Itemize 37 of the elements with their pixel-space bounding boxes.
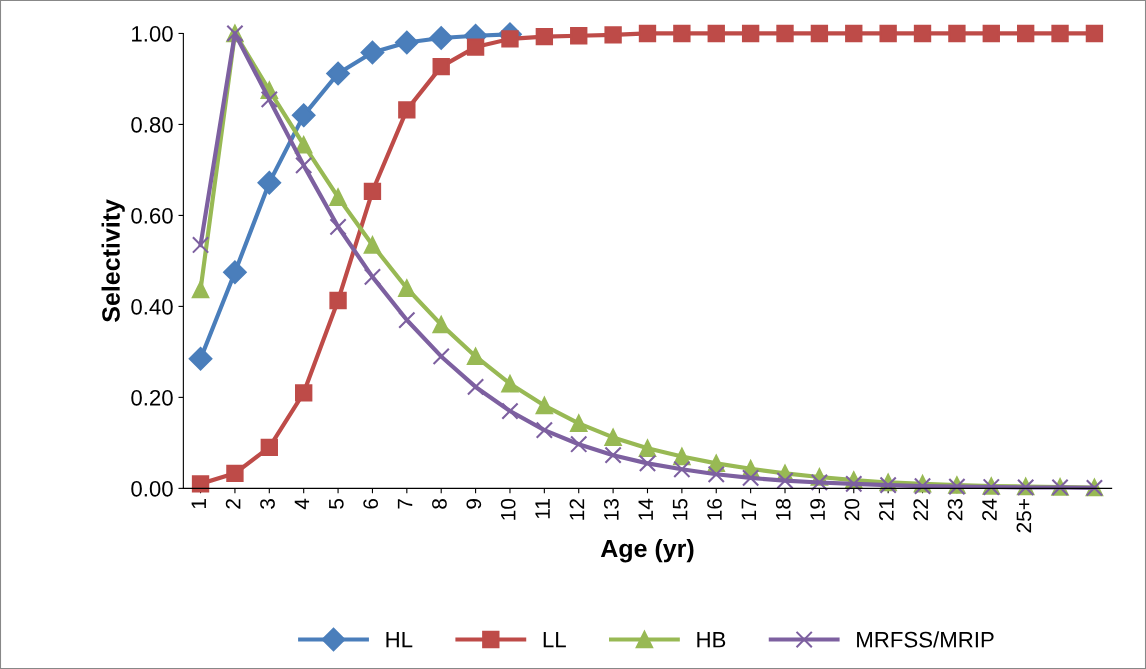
x-axis-title: Age (yr) — [600, 538, 694, 563]
legend-label: LL — [543, 632, 566, 648]
y-axis-title: Selectivity — [101, 199, 125, 323]
x-tick-label: 19 — [810, 499, 825, 520]
x-tick-label: 6 — [363, 499, 379, 509]
x-tick-label: 9 — [466, 499, 482, 509]
x-tick-label: 1 — [191, 499, 206, 509]
y-tick-label: 0.00 — [131, 480, 173, 497]
x-tick-label: 22 — [913, 499, 928, 521]
y-tick-label: 1.00 — [132, 25, 173, 42]
x-tick-label: 25+ — [1016, 499, 1032, 533]
y-tick-label: 0.80 — [131, 116, 173, 133]
x-tick-label: 23 — [947, 499, 963, 521]
x-tick-label: 16 — [707, 499, 722, 520]
x-tick-label: 4 — [294, 498, 310, 510]
x-tick-label: 21 — [878, 499, 894, 521]
x-tick-label: 11 — [535, 499, 550, 519]
x-tick-label: 13 — [603, 499, 619, 520]
x-tick-label: 18 — [775, 499, 791, 520]
legend-label: HL — [386, 632, 413, 648]
x-tick-label: 2 — [225, 499, 241, 509]
x-tick-label: 24 — [982, 498, 997, 521]
x-tick-label: 12 — [569, 499, 585, 520]
x-tick-label: 8 — [432, 499, 447, 509]
y-tick-label: 0.20 — [131, 389, 173, 406]
x-tick-label: 3 — [260, 499, 275, 509]
legend-label: HB — [697, 632, 726, 648]
x-tick-label: 10 — [500, 498, 516, 520]
x-tick-label: 7 — [397, 499, 413, 509]
y-tick-label: 0.60 — [131, 207, 173, 224]
y-tick-label: 0.40 — [131, 298, 173, 315]
x-tick-label: 20 — [844, 498, 860, 521]
x-tick-label: 15 — [672, 498, 688, 520]
x-tick-label: 17 — [741, 499, 757, 520]
legend-label: MRFSS/MRIP — [857, 631, 994, 648]
x-tick-label: 5 — [329, 498, 344, 509]
x-tick-label: 14 — [638, 498, 653, 520]
